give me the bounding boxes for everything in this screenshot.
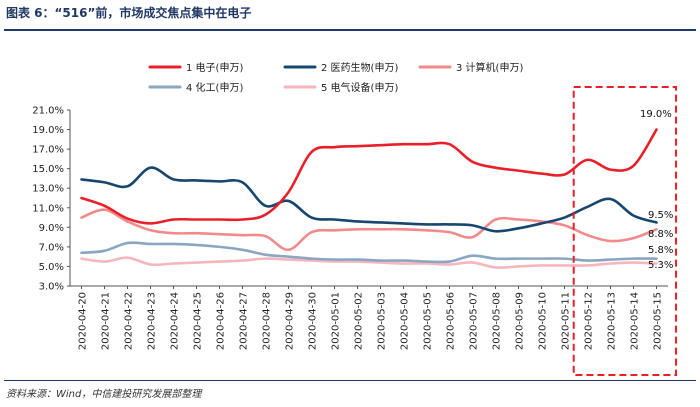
- series-lines: [80, 86, 678, 376]
- x-tick-label: 2020-05-14: [630, 292, 641, 350]
- y-tick-label: 9.0%: [39, 223, 64, 234]
- axes: 21.0% 19.0% 17.0% 15.0% 13.0% 11.0% 9.0% 7.0% 5.…: [32, 106, 668, 350]
- x-tick-label: 2020-05-15: [653, 292, 664, 350]
- x-tick-label: 2020-05-06: [446, 292, 457, 350]
- x-tick-label: 2020-04-26: [216, 292, 227, 350]
- legend: 1 电子(申万) 2 医药生物(申万) 3 计算机(申万) 4 化工(申万) 5 电气设…: [148, 61, 523, 94]
- end-value-label-4: 5.8%: [648, 245, 673, 256]
- y-tick-label: 5.0%: [39, 262, 64, 273]
- end-value-label-3: 8.8%: [648, 229, 673, 240]
- x-tick-label: 2020-05-01: [331, 292, 342, 350]
- x-tick-label: 2020-04-20: [78, 292, 89, 350]
- series-line-3: [80, 208, 658, 252]
- x-tick-label: 2020-05-09: [515, 292, 526, 350]
- x-tick-label: 2020-05-10: [538, 292, 549, 350]
- title-divider: [4, 29, 696, 31]
- source-note: 资料来源：Wind，中信建投研究发展部整理: [6, 389, 202, 400]
- x-tick-label: 2020-05-08: [492, 292, 503, 350]
- x-tick-label: 2020-05-11: [561, 292, 572, 350]
- x-tick-label: 2020-04-21: [101, 292, 112, 350]
- y-tick-label: 17.0%: [32, 145, 64, 156]
- data-labels: 19.0% 9.5% 8.8% 5.8% 5.3%: [640, 109, 673, 271]
- legend-label-3: 3 计算机(申万): [456, 61, 523, 74]
- x-tick-label: 2020-04-22: [124, 292, 135, 350]
- y-tick-label: 11.0%: [32, 203, 64, 214]
- x-tick-label: 2020-05-07: [469, 292, 480, 350]
- y-tick-label: 7.0%: [39, 242, 64, 253]
- end-value-label-5: 5.3%: [648, 260, 673, 271]
- figure-title: 图表 6：“516”前，市场成交焦点集中在电子: [6, 6, 252, 20]
- line-chart: 21.0% 19.0% 17.0% 15.0% 13.0% 11.0% 9.0% 7.0% 5.…: [32, 61, 678, 376]
- y-tick-label: 13.0%: [32, 184, 64, 195]
- x-tick-label: 2020-05-12: [584, 292, 595, 350]
- series-line-2: [80, 166, 658, 233]
- legend-label-4: 4 化工(申万): [186, 81, 243, 94]
- legend-label-5: 5 电气设备(申万): [321, 81, 398, 94]
- x-tick-label: 2020-04-27: [239, 292, 250, 350]
- series-line-1: [80, 128, 658, 225]
- y-tick-label: 3.0%: [39, 282, 64, 293]
- series-line-5: [80, 256, 658, 269]
- x-tick-label: 2020-05-02: [354, 292, 365, 350]
- y-tick-label: 19.0%: [32, 125, 64, 136]
- legend-label-2: 2 医药生物(申万): [321, 61, 398, 74]
- x-tick-label: 2020-04-29: [285, 292, 296, 350]
- x-tick-label: 2020-05-13: [607, 292, 618, 350]
- source-divider: [4, 380, 696, 381]
- end-value-label-2: 9.5%: [648, 210, 673, 221]
- x-tick-label: 2020-04-25: [193, 292, 204, 350]
- x-tick-label: 2020-04-30: [308, 292, 319, 350]
- x-tick-label: 2020-05-03: [377, 292, 388, 350]
- legend-label-1: 1 电子(申万): [186, 61, 243, 74]
- x-tick-label: 2020-04-23: [147, 292, 158, 350]
- series-line-4: [80, 241, 658, 264]
- x-tick-label: 2020-05-04: [400, 292, 411, 350]
- x-tick-label: 2020-04-24: [170, 292, 181, 350]
- end-value-label-1: 19.0%: [640, 109, 672, 120]
- x-tick-label: 2020-04-28: [262, 292, 273, 350]
- y-tick-label: 15.0%: [32, 164, 64, 175]
- x-tick-label: 2020-05-05: [423, 292, 434, 350]
- y-tick-label: 21.0%: [32, 106, 64, 117]
- highlight-dashed-box: [572, 86, 678, 376]
